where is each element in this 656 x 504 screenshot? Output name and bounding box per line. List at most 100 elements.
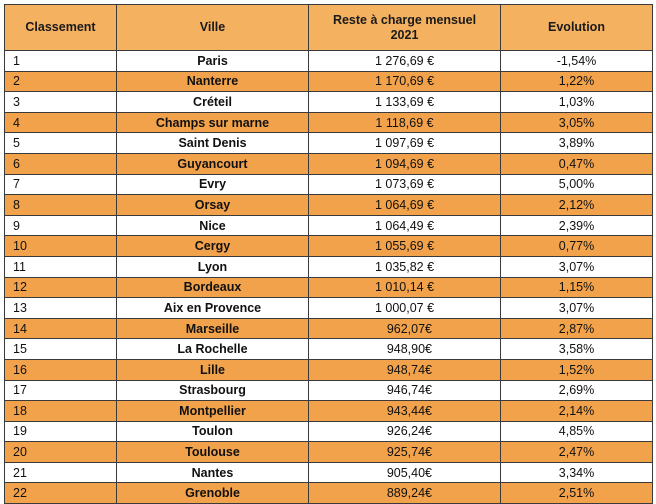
table-row: 11 Lyon 1 035,82 €3,07% [4,256,653,278]
rank-cell: 11 [4,256,117,278]
ranking-table-container: Classement Ville Reste à charge mensuel … [4,4,653,504]
table-row: 15 La Rochelle 948,90€ 3,58% [4,338,653,360]
header-amount-line1: Reste à charge mensuel [332,12,477,27]
amount-cell: 1 094,69 € [308,153,501,175]
table-row: 18 Montpellier 943,44€ 2,14% [4,400,653,422]
amount-cell: 962,07€ [308,318,501,340]
table-row: 5 Saint Denis 1 097,69 €3,89% [4,132,653,154]
header-evolution: Evolution [500,4,653,51]
evolution-cell: 2,87% [500,318,653,340]
table-header: Classement Ville Reste à charge mensuel … [4,4,653,51]
table-row: 10 Cergy 1 055,69 €0,77% [4,235,653,257]
city-cell: La Rochelle [116,338,309,360]
table-row: 4 Champs sur marne 1 118,69 €3,05% [4,112,653,134]
city-cell: Nantes [116,462,309,484]
amount-cell: 1 133,69 € [308,91,501,113]
table-row: 22 Grenoble 889,24€ 2,51% [4,482,653,504]
evolution-cell: 3,07% [500,256,653,278]
rank-cell: 2 [4,71,117,93]
rank-cell: 22 [4,482,117,504]
table-row: 1 Paris 1 276,69 € -1,54% [4,50,653,72]
city-cell: Toulon [116,421,309,443]
evolution-cell: 5,00% [500,174,653,196]
amount-cell: 946,74€ [308,380,501,402]
evolution-cell: 3,07% [500,297,653,319]
evolution-cell: 2,51% [500,482,653,504]
amount-cell: 948,74€ [308,359,501,381]
rank-cell: 16 [4,359,117,381]
amount-cell: 1 064,49 € [308,215,501,237]
city-cell: Nice [116,215,309,237]
city-cell: Bordeaux [116,277,309,299]
rank-cell: 19 [4,421,117,443]
evolution-cell: 2,12% [500,194,653,216]
evolution-cell: 3,05% [500,112,653,134]
evolution-cell: 1,22% [500,71,653,93]
city-cell: Cergy [116,235,309,257]
rank-cell: 21 [4,462,117,484]
rank-cell: 7 [4,174,117,196]
header-rank: Classement [4,4,117,51]
city-cell: Lille [116,359,309,381]
amount-cell: 1 035,82 € [308,256,501,278]
amount-cell: 1 010,14 € [308,277,501,299]
rank-cell: 15 [4,338,117,360]
rank-cell: 6 [4,153,117,175]
city-cell: Toulouse [116,441,309,463]
city-cell: Paris [116,50,309,72]
evolution-cell: 4,85% [500,421,653,443]
city-cell: Créteil [116,91,309,113]
city-cell: Aix en Provence [116,297,309,319]
city-cell: Marseille [116,318,309,340]
city-cell: Nanterre [116,71,309,93]
ranking-table: Classement Ville Reste à charge mensuel … [4,4,653,504]
amount-cell: 1 064,69 € [308,194,501,216]
header-amount-line2: 2021 [390,27,419,42]
rank-cell: 12 [4,277,117,299]
city-cell: Grenoble [116,482,309,504]
table-row: 19 Toulon 926,24€ 4,85% [4,421,653,443]
table-row: 12 Bordeaux 1 010,14 €1,15% [4,277,653,299]
table-row: 3 Créteil 1 133,69 €1,03% [4,91,653,113]
city-cell: Montpellier [116,400,309,422]
table-row: 13 Aix en Provence 1 000,07 €3,07% [4,297,653,319]
table-row: 21 Nantes 905,40€ 3,34% [4,462,653,484]
header-amount: Reste à charge mensuel 2021 [308,4,501,51]
evolution-cell: 2,39% [500,215,653,237]
rank-cell: 3 [4,91,117,113]
city-cell: Orsay [116,194,309,216]
evolution-cell: 2,47% [500,441,653,463]
rank-cell: 17 [4,380,117,402]
amount-cell: 943,44€ [308,400,501,422]
evolution-cell: 2,14% [500,400,653,422]
amount-cell: 1 097,69 € [308,132,501,154]
rank-cell: 18 [4,400,117,422]
amount-cell: 926,24€ [308,421,501,443]
table-row: 14 Marseille 962,07€ 2,87% [4,318,653,340]
evolution-cell: 1,03% [500,91,653,113]
table-row: 8 Orsay 1 064,69 €2,12% [4,194,653,216]
evolution-cell: 1,15% [500,277,653,299]
table-row: 16 Lille 948,74€ 1,52% [4,359,653,381]
evolution-cell: 3,34% [500,462,653,484]
rank-cell: 14 [4,318,117,340]
rank-cell: 20 [4,441,117,463]
amount-cell: 1 000,07 € [308,297,501,319]
rank-cell: 8 [4,194,117,216]
amount-cell: 905,40€ [308,462,501,484]
evolution-cell: 3,89% [500,132,653,154]
amount-cell: 1 073,69 € [308,174,501,196]
city-cell: Evry [116,174,309,196]
city-cell: Saint Denis [116,132,309,154]
amount-cell: 1 170,69 € [308,71,501,93]
table-row: 6 Guyancourt 1 094,69 €0,47% [4,153,653,175]
amount-cell: 1 118,69 € [308,112,501,134]
table-row: 17 Strasbourg 946,74€ 2,69% [4,380,653,402]
evolution-cell: -1,54% [500,50,653,72]
evolution-cell: 2,69% [500,380,653,402]
table-row: 2 Nanterre 1 170,69 €1,22% [4,71,653,93]
rank-cell: 5 [4,132,117,154]
header-city: Ville [116,4,309,51]
evolution-cell: 0,77% [500,235,653,257]
header-row: Classement Ville Reste à charge mensuel … [4,4,653,51]
